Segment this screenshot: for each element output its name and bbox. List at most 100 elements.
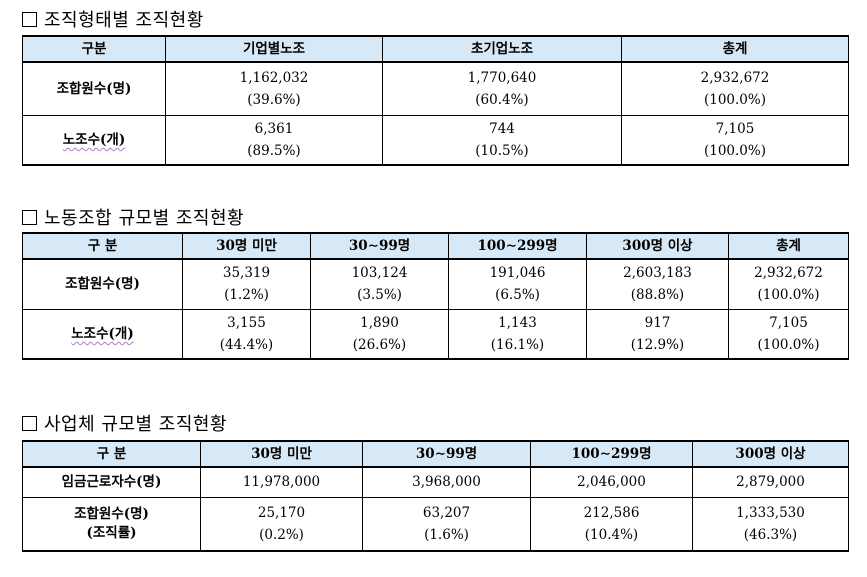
cell-percent: (100.0%) (757, 336, 820, 353)
data-cell: 2,932,672 (100.0%) (728, 258, 849, 310)
section-title-by-org-type: 조직형태별 조직현황 (22, 6, 204, 32)
table-row: 노조수(개) 3,155 (44.4%) 1,890 (26.6%) 1,143 (1… (22, 308, 849, 360)
header-cell: 30∼99명 (362, 440, 531, 468)
data-cell: 63,207 (1.6%) (362, 496, 531, 552)
cell-value: 744 (489, 120, 515, 137)
cell-value: 103,124 (351, 265, 408, 282)
cell-percent: (100.0%) (703, 142, 766, 159)
cell-value: 1,770,640 (467, 69, 537, 86)
table-header-row: 구 분 30명 미만 30∼99명 100∼299명 300명 이상 총계 (22, 232, 849, 260)
cell-value: 25,170 (257, 504, 306, 521)
header-cell: 구 분 (22, 232, 183, 260)
header-cell: 100∼299명 (530, 440, 693, 468)
section-title-text: 사업체 규모별 조직현황 (44, 414, 228, 435)
row-label: 조합원수(명) (22, 61, 166, 116)
data-cell: 6,361 (89.5%) (165, 114, 383, 166)
data-cell: 103,124 (3.5%) (310, 258, 449, 310)
data-cell: 2,932,672 (100.0%) (621, 61, 849, 116)
data-cell: 191,046 (6.5%) (448, 258, 587, 310)
data-cell: 744 (10.5%) (382, 114, 622, 166)
table-row: 조합원수(명) (조직률) 25,170 (0.2%) 63,207 (1.6%) 2… (22, 496, 849, 552)
row-label-subtext: (조직률) (86, 524, 137, 541)
cell-percent: (1.6%) (424, 526, 469, 543)
cell-value: 35,319 (222, 265, 271, 282)
header-cell: 초기업노조 (382, 35, 622, 63)
cell-percent: (10.4%) (584, 526, 639, 543)
row-label: 임금근로자수(명) (22, 466, 201, 498)
data-cell: 1,333,530 (46.3%) (692, 496, 849, 552)
org-type-table: 구분 기업별노조 초기업노조 총계 조합원수(명) 1,162,032 (39.6… (22, 35, 849, 166)
cell-value: 1,890 (360, 314, 399, 331)
cell-percent: (26.6%) (352, 336, 407, 353)
header-cell: 100∼299명 (448, 232, 587, 260)
cell-percent: (0.2%) (259, 526, 304, 543)
cell-percent: (12.9%) (630, 336, 685, 353)
cell-percent: (89.5%) (247, 142, 301, 159)
section-title-text: 노동조합 규모별 조직현황 (44, 208, 245, 229)
row-label: 노조수(개) (22, 308, 183, 360)
data-cell: 3,968,000 (362, 466, 531, 498)
data-cell: 1,890 (26.6%) (310, 308, 449, 360)
row-label-text: 노조수(개) (62, 131, 126, 148)
row-label: 조합원수(명) (22, 258, 183, 310)
table-row: 노조수(개) 6,361 (89.5%) 744 (10.5%) 7,105 (100… (22, 114, 849, 166)
data-cell: 2,879,000 (692, 466, 849, 498)
data-cell: 212,586 (10.4%) (530, 496, 693, 552)
cell-value: 3,155 (227, 314, 266, 331)
cell-percent: (1.2%) (224, 287, 269, 304)
section-title-by-union-size: 노동조합 규모별 조직현황 (22, 204, 244, 230)
header-cell: 30명 미만 (200, 440, 363, 468)
data-cell: 917 (12.9%) (586, 308, 729, 360)
cell-value: 7,105 (769, 314, 808, 331)
section-title-text: 조직형태별 조직현황 (44, 10, 204, 31)
header-cell: 구분 (22, 35, 166, 63)
data-cell: 25,170 (0.2%) (200, 496, 363, 552)
data-cell: 1,143 (16.1%) (448, 308, 587, 360)
data-cell: 11,978,000 (200, 466, 363, 498)
cell-value: 1,162,032 (239, 69, 309, 86)
row-label: 조합원수(명) (조직률) (22, 496, 201, 552)
cell-percent: (16.1%) (490, 336, 545, 353)
checkbox-square-icon (22, 12, 37, 27)
cell-value: 63,207 (422, 504, 471, 521)
header-cell: 30명 미만 (182, 232, 311, 260)
data-cell: 7,105 (100.0%) (621, 114, 849, 166)
checkbox-square-icon (22, 416, 37, 431)
cell-value: 2,932,672 (754, 265, 823, 282)
data-cell: 7,105 (100.0%) (728, 308, 849, 360)
table-row: 조합원수(명) 35,319 (1.2%) 103,124 (3.5%) 191,0… (22, 258, 849, 310)
table-header-row: 구분 기업별노조 초기업노조 총계 (22, 35, 849, 63)
table-header-row: 구 분 30명 미만 30∼99명 100∼299명 300명 이상 (22, 440, 849, 468)
table-row: 임금근로자수(명) 11,978,000 3,968,000 2,046,000… (22, 466, 849, 498)
cell-value: 7,105 (715, 120, 755, 137)
cell-percent: (100.0%) (703, 91, 766, 108)
table-row: 조합원수(명) 1,162,032 (39.6%) 1,770,640 (60.4%… (22, 61, 849, 116)
section-title-by-workplace-size: 사업체 규모별 조직현황 (22, 410, 227, 436)
header-cell: 30∼99명 (310, 232, 449, 260)
data-cell: 1,162,032 (39.6%) (165, 61, 383, 116)
cell-percent: (100.0%) (757, 287, 820, 304)
cell-value: 2,932,672 (700, 69, 770, 86)
cell-percent: (39.6%) (247, 91, 301, 108)
workplace-size-table: 구 분 30명 미만 30∼99명 100∼299명 300명 이상 임금근로자… (22, 440, 849, 552)
cell-percent: (60.4%) (475, 91, 529, 108)
header-cell: 300명 이상 (586, 232, 729, 260)
cell-percent: (3.5%) (357, 287, 402, 304)
cell-value: 1,143 (498, 314, 537, 331)
data-cell: 2,046,000 (530, 466, 693, 498)
cell-percent: (10.5%) (475, 142, 529, 159)
data-cell: 1,770,640 (60.4%) (382, 61, 622, 116)
row-label-text: 조합원수(명) (74, 505, 149, 522)
cell-value: 2,603,183 (623, 265, 692, 282)
checkbox-square-icon (22, 210, 37, 225)
cell-percent: (88.8%) (630, 287, 685, 304)
data-cell: 35,319 (1.2%) (182, 258, 311, 310)
cell-value: 212,586 (583, 504, 640, 521)
row-label-text: 노조수(개) (71, 325, 134, 342)
data-cell: 2,603,183 (88.8%) (586, 258, 729, 310)
data-cell: 3,155 (44.4%) (182, 308, 311, 360)
header-cell: 총계 (621, 35, 849, 63)
cell-percent: (6.5%) (495, 287, 540, 304)
row-label: 노조수(개) (22, 114, 166, 166)
header-cell: 300명 이상 (692, 440, 849, 468)
